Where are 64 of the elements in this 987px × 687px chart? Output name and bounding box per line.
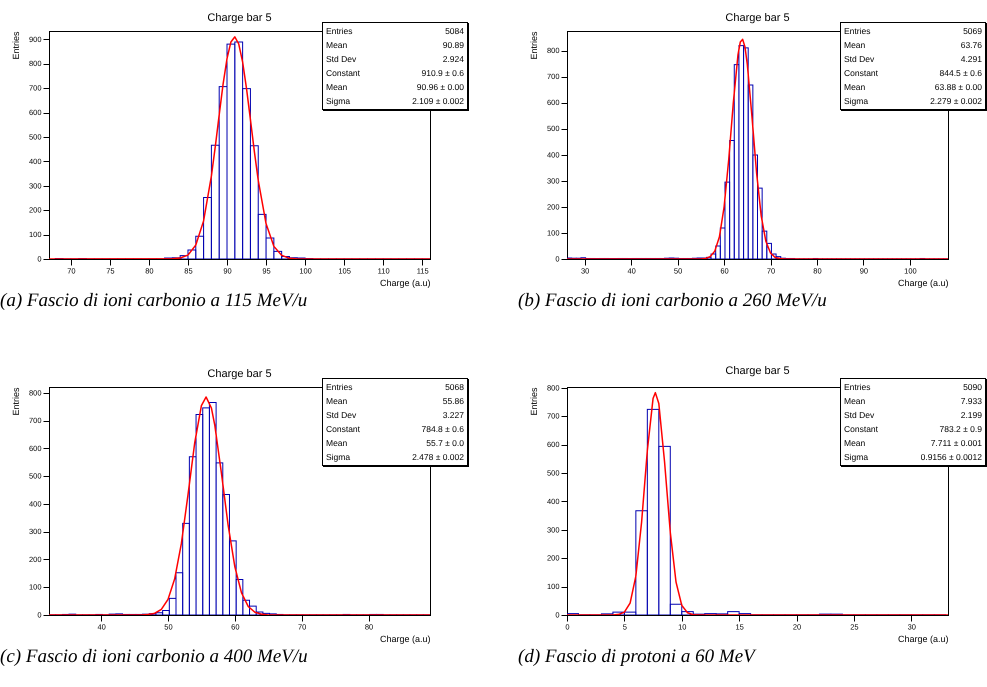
annotation: Std Dev (844, 408, 876, 422)
text: 4.291 (960, 54, 982, 64)
chart-title: Charge bar 5 (207, 368, 272, 380)
annotation: Constant (326, 422, 362, 436)
text: 5084 (445, 26, 464, 36)
y-axis-title: Entries (10, 31, 21, 60)
text: 5069 (963, 26, 982, 36)
annotation: 844.5 ± 0.6 (938, 66, 982, 80)
text: 7.933 (960, 396, 982, 406)
x-axis-title: Charge (a.u) (898, 278, 948, 288)
annotation: Mean (844, 80, 866, 94)
annotation: Constant (326, 66, 362, 80)
annotation: Mean (844, 394, 866, 408)
text: 2.924 (442, 54, 464, 64)
x-axis-title: Charge (a.u) (380, 278, 430, 288)
chart-title: Charge bar 5 (725, 12, 790, 24)
text: (d) Fascio di protoni a 60 MeV (518, 646, 758, 668)
annotation: Std Dev (326, 52, 358, 66)
annotation: Std Dev (844, 52, 876, 66)
annotation: 63.88 ± 0.00 (934, 80, 982, 94)
x-axis-title: Charge (a.u) (898, 634, 948, 644)
text: 5068 (445, 382, 464, 392)
text: (b) Fascio di ioni carbonio a 260 MeV/u (518, 290, 828, 312)
annotation: Constant (844, 422, 880, 436)
annotation: Sigma (326, 94, 352, 108)
y-axis-title: Entries (528, 31, 539, 60)
x-axis-title: Charge (a.u) (380, 634, 430, 644)
annotation: 2.478 ± 0.002 (411, 450, 464, 464)
annotation: Mean (326, 436, 348, 450)
annotation: Mean (326, 394, 348, 408)
annotation: Entries (844, 380, 872, 394)
text: (c) Fascio di ioni carbonio a 400 MeV/u (0, 646, 309, 668)
chart-title: Charge bar 5 (725, 364, 790, 377)
annotation: Entries (326, 24, 354, 38)
text: 63.76 (960, 40, 982, 50)
text: 5090 (963, 382, 982, 392)
annotation: 2.109 ± 0.002 (411, 94, 464, 108)
annotation: Mean (844, 38, 866, 52)
chart-title: Charge bar 5 (207, 12, 272, 24)
annotation: 784.8 ± 0.6 (420, 422, 464, 436)
text: 90.89 (442, 40, 464, 50)
annotation: Sigma (844, 450, 870, 464)
annotation: 2.279 ± 0.002 (929, 94, 982, 108)
annotation: 783.2 ± 0.9 (938, 422, 982, 436)
y-axis-title: Entries (10, 387, 21, 416)
annotation: 0.9156 ± 0.0012 (920, 450, 982, 464)
annotation: Mean (326, 38, 348, 52)
text: 55.86 (442, 396, 464, 406)
annotation: Mean (326, 80, 348, 94)
text: (a) Fascio di ioni carbonio a 115 MeV/u (0, 290, 308, 312)
annotation: Mean (844, 436, 866, 450)
annotation: Entries (844, 24, 872, 38)
text: 2.199 (960, 410, 982, 420)
annotation: Entries (326, 380, 354, 394)
annotation: Sigma (326, 450, 352, 464)
annotation: Std Dev (326, 408, 358, 422)
annotation: 910.9 ± 0.6 (420, 66, 464, 80)
annotation: 55.7 ± 0.0 (425, 436, 464, 450)
annotation: 7.711 ± 0.001 (930, 436, 982, 450)
text: 3.227 (442, 410, 464, 420)
annotation: 90.96 ± 0.00 (416, 80, 464, 94)
annotation: Constant (844, 66, 880, 80)
annotation: Sigma (844, 94, 870, 108)
y-axis-title: Entries (528, 387, 539, 416)
